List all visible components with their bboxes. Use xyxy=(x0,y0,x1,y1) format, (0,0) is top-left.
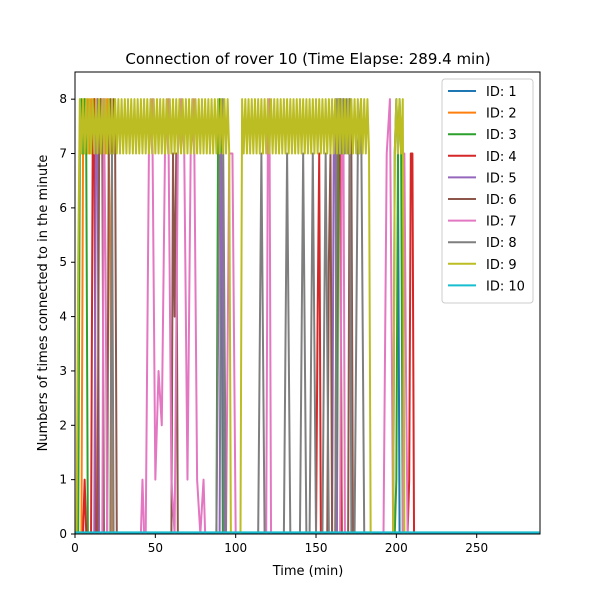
series-line-8-seg-1 xyxy=(109,152,115,534)
y-tick-label: 1 xyxy=(59,473,67,487)
y-tick-label: 7 xyxy=(59,147,67,161)
y-tick-label: 3 xyxy=(59,364,67,378)
x-tick-label: 0 xyxy=(71,541,79,555)
series-line-7-seg-3 xyxy=(144,98,207,534)
series-line-4-seg-3 xyxy=(315,152,322,534)
series-line-7-seg-2 xyxy=(139,478,146,534)
chart-title: Connection of rover 10 (Time Elapse: 289… xyxy=(125,50,490,68)
x-tick-label: 50 xyxy=(148,541,163,555)
y-tick-label: 8 xyxy=(59,92,67,106)
legend-label-2: ID: 2 xyxy=(486,107,517,122)
series-line-4-seg-1 xyxy=(82,478,88,534)
x-tick-label: 100 xyxy=(224,541,247,555)
series-line-3-seg-2 xyxy=(215,98,224,534)
x-tick-label: 150 xyxy=(305,541,328,555)
series-line-3-seg-1 xyxy=(75,98,90,534)
series-line-4-seg-5 xyxy=(406,152,416,534)
series-line-8-seg-5 xyxy=(298,152,308,534)
x-tick-label: 250 xyxy=(465,541,488,555)
plot-frame xyxy=(74,71,541,535)
plot-lines xyxy=(75,98,540,534)
legend-label-3: ID: 3 xyxy=(486,128,517,143)
legend-label-7: ID: 7 xyxy=(486,215,517,230)
series-line-8-seg-6 xyxy=(308,152,318,534)
series-line-9-seg-2 xyxy=(239,98,373,534)
y-tick-label: 2 xyxy=(59,418,67,432)
legend-label-4: ID: 4 xyxy=(486,150,517,165)
legend-label-5: ID: 5 xyxy=(486,171,517,186)
series-line-5-seg-2 xyxy=(218,152,226,534)
y-tick-label: 5 xyxy=(59,255,67,269)
legend-label-1: ID: 1 xyxy=(486,85,517,100)
series-line-9-seg-3 xyxy=(392,98,406,534)
series-line-8-seg-4 xyxy=(282,152,292,534)
y-tick-label: 0 xyxy=(59,527,67,541)
legend-label-10: ID: 10 xyxy=(486,279,525,294)
legend: ID: 1 ID: 2 ID: 3 ID: 4 ID: 5 ID: 6 ID: 7 ID: 8… xyxy=(441,78,534,304)
series-line-7-seg-1 xyxy=(101,98,109,534)
series-line-8-seg-7 xyxy=(321,152,330,534)
x-tick-label: 200 xyxy=(385,541,408,555)
x-axis-label: Time (min) xyxy=(272,564,344,579)
series-line-8-seg-3 xyxy=(257,152,266,534)
series-line-9-seg-1 xyxy=(75,98,233,534)
legend-label-6: ID: 6 xyxy=(486,193,517,208)
series-line-7-seg-7 xyxy=(382,98,395,534)
axes: 0 50 100 150 200 250 0 1 2 3 4 5 6 7 8 xyxy=(59,71,541,555)
legend-label-9: ID: 9 xyxy=(486,258,517,273)
y-tick-label: 6 xyxy=(59,201,67,215)
y-axis-label: Numbers of times connected to in the min… xyxy=(36,155,51,452)
legend-label-8: ID: 8 xyxy=(486,236,517,251)
y-tick-label: 4 xyxy=(59,310,67,324)
series-line-7-seg-4 xyxy=(225,152,237,534)
